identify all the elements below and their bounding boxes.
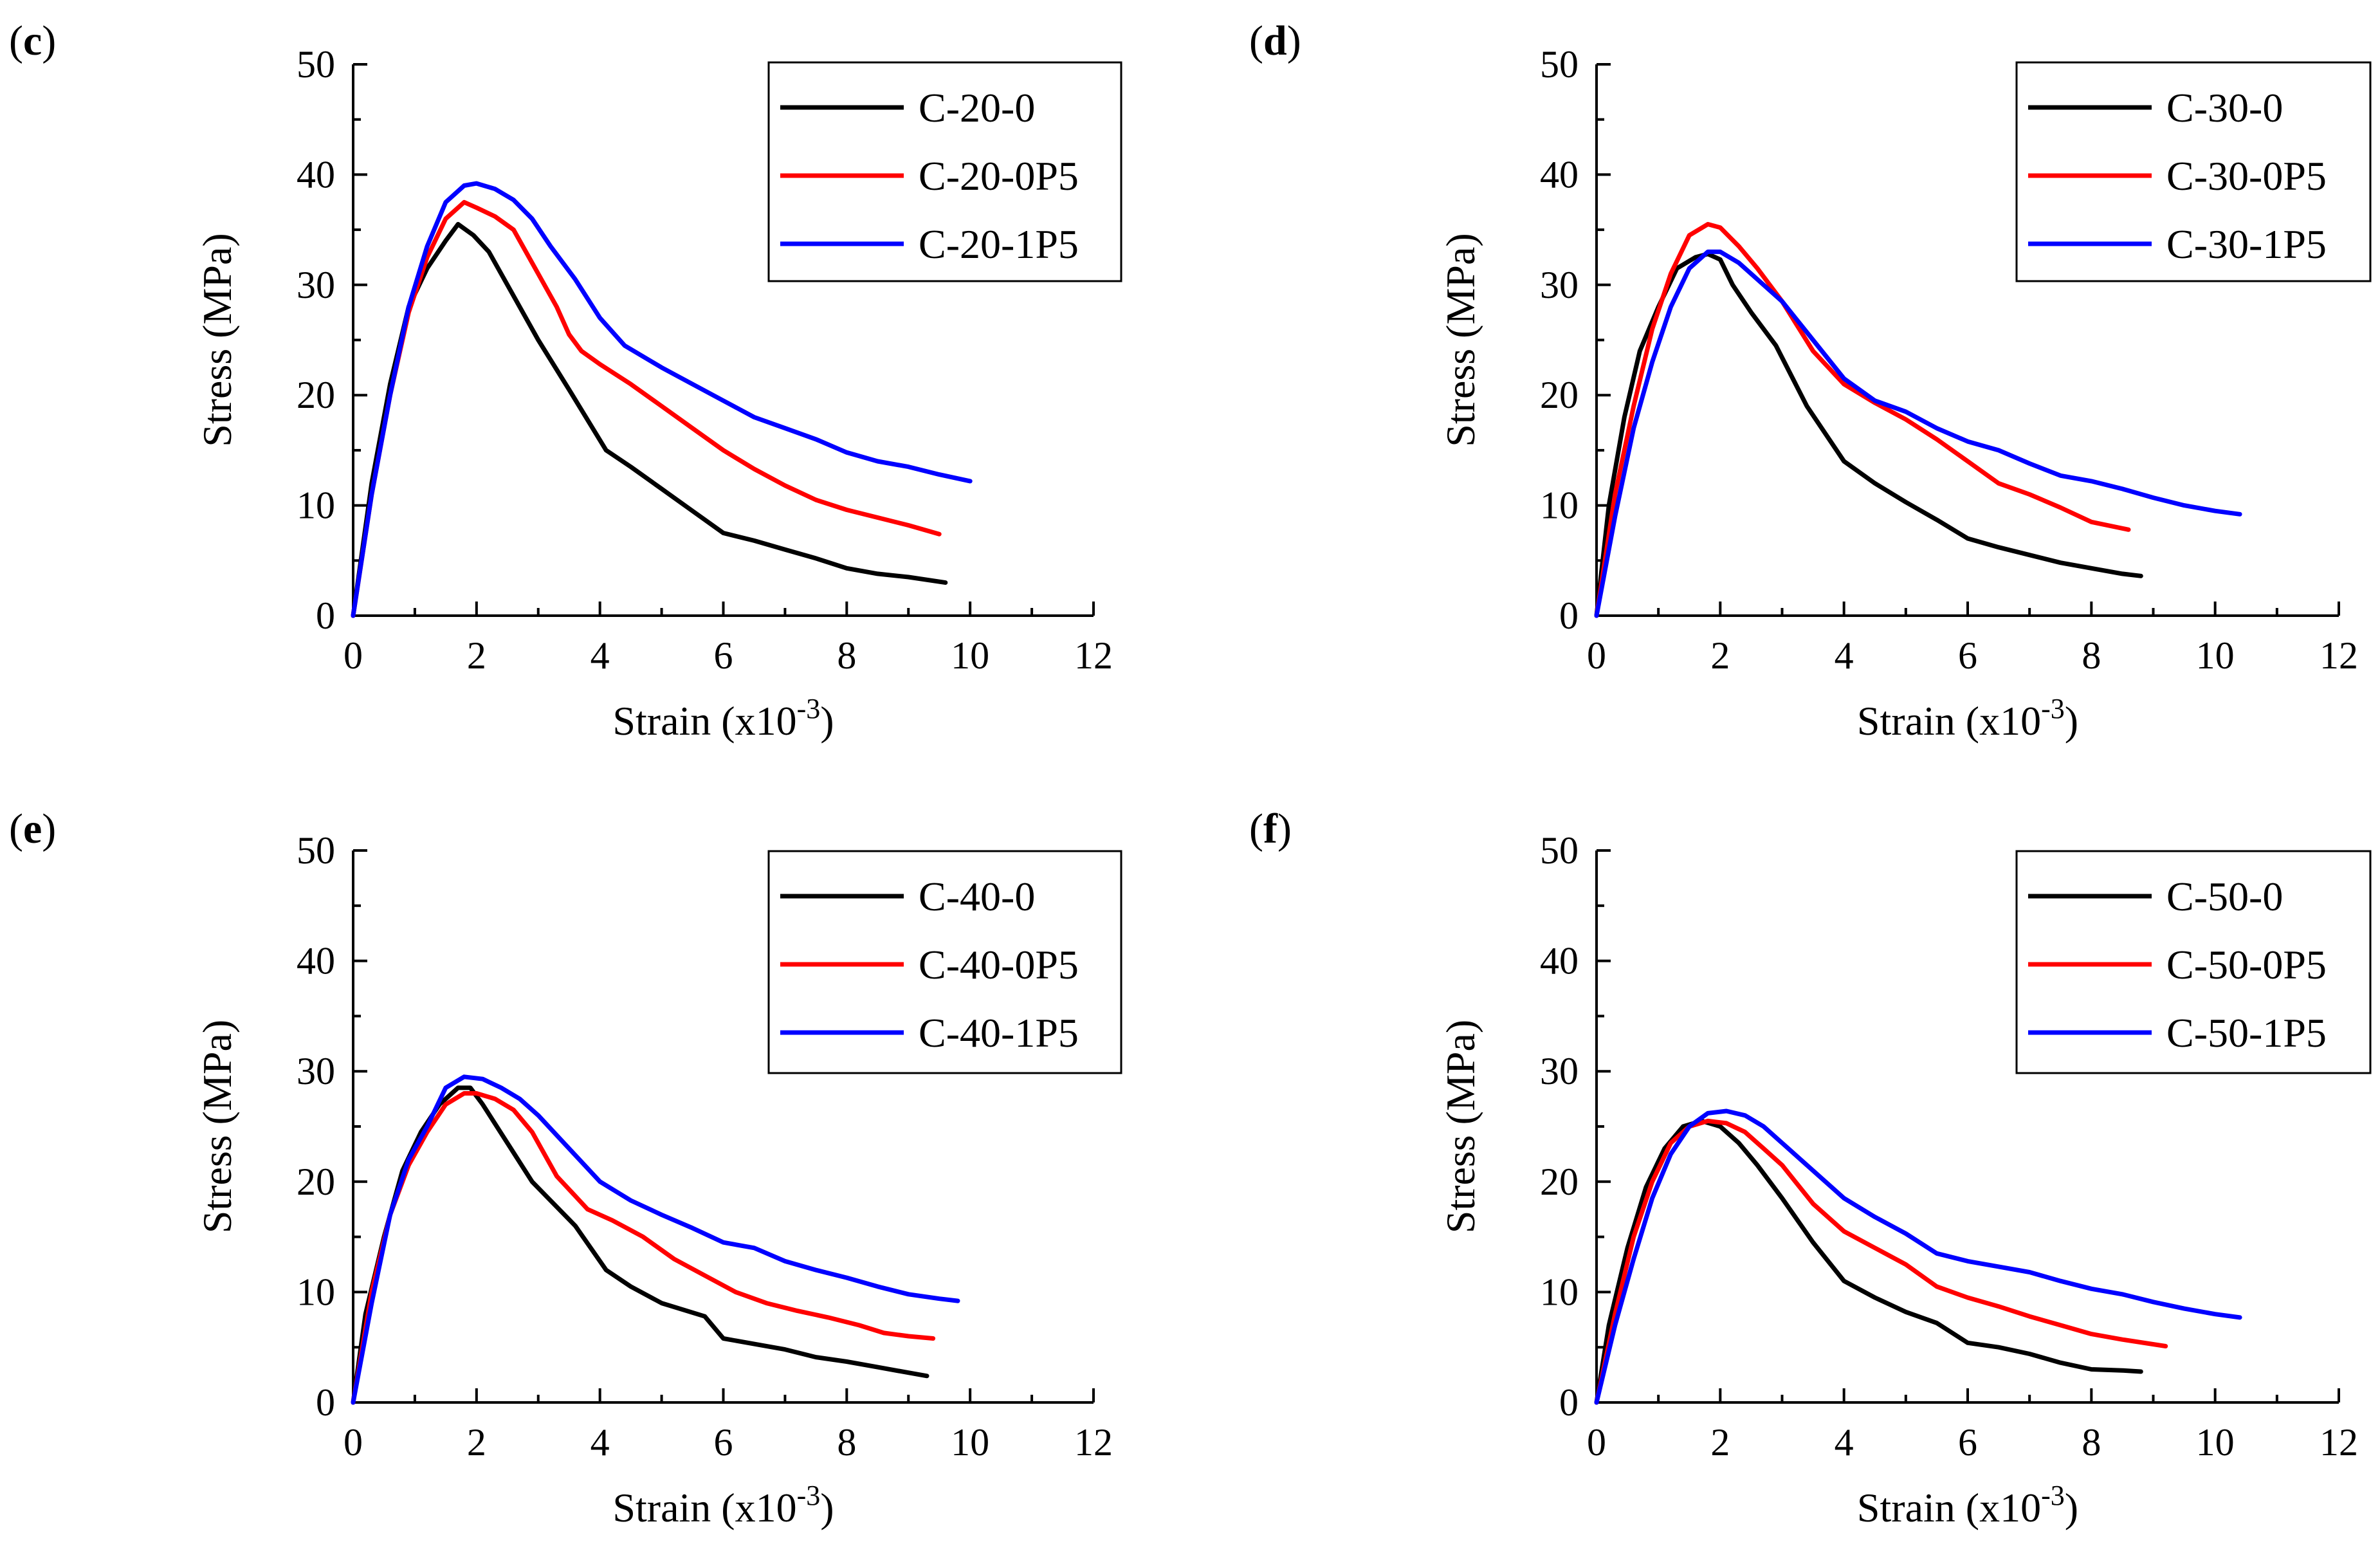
- x-tick-label: 2: [467, 1421, 486, 1464]
- x-tick-label: 12: [2320, 634, 2358, 677]
- y-tick-label: 40: [297, 940, 335, 982]
- y-tick-label: 30: [297, 1050, 335, 1092]
- y-tick-label: 10: [297, 484, 335, 527]
- x-tick-label: 0: [1587, 634, 1606, 677]
- series-line-C-40-1P5: [351, 1074, 960, 1405]
- y-axis-label: Stress (MPa): [1438, 233, 1483, 446]
- y-tick-label: 40: [1540, 940, 1579, 982]
- x-tick-label: 4: [1835, 1421, 1854, 1464]
- legend-label: C-40-0: [919, 874, 1035, 919]
- y-tick-label: 40: [1540, 153, 1579, 196]
- x-tick-label: 0: [1587, 1421, 1606, 1464]
- x-tick-label: 8: [2082, 1421, 2101, 1464]
- x-tick-label: 10: [951, 634, 989, 677]
- y-tick-label: 20: [1540, 374, 1579, 416]
- series-line-C-50-1P5: [1594, 1108, 2242, 1405]
- legend-label: C-50-0: [2166, 874, 2283, 919]
- legend-label: C-30-0P5: [2166, 153, 2327, 199]
- x-axis-label: Strain (x10-3): [1857, 693, 2078, 744]
- legend-label: C-30-0: [2166, 85, 2283, 131]
- y-axis-label: Stress (MPa): [1438, 1020, 1483, 1233]
- chart-panel-3: (f) 0 2 4 6 8 10 12 0 10 20 30 40 50 Strain (x10-3) Str…: [1249, 805, 2372, 1530]
- x-tick-label: 12: [2320, 1421, 2358, 1464]
- y-tick-label: 10: [1540, 1271, 1579, 1313]
- legend-label: C-20-1P5: [919, 221, 1079, 267]
- y-tick-label: 0: [1559, 594, 1579, 637]
- legend-label: C-20-0: [919, 85, 1035, 131]
- legend-label: C-50-1P5: [2166, 1010, 2327, 1056]
- x-tick-label: 8: [837, 1421, 856, 1464]
- x-tick-label: 6: [714, 634, 733, 677]
- y-tick-label: 10: [297, 1271, 335, 1313]
- y-axis-label: Stress (MPa): [194, 233, 240, 446]
- legend-label: C-40-0P5: [919, 942, 1079, 988]
- x-axis-label: Strain (x10-3): [612, 693, 834, 744]
- x-tick-label: 6: [1958, 634, 1977, 677]
- x-tick-label: 6: [1958, 1421, 1977, 1464]
- x-tick-label: 8: [837, 634, 856, 677]
- x-tick-label: 2: [1710, 634, 1730, 677]
- x-tick-label: 12: [1074, 634, 1113, 677]
- x-tick-label: 10: [2196, 1421, 2235, 1464]
- y-tick-label: 40: [297, 153, 335, 196]
- series-line-C-40-0P5: [351, 1091, 936, 1405]
- x-tick-label: 4: [1835, 634, 1854, 677]
- legend: C-20-0 C-20-0P5 C-20-1P5: [767, 61, 1122, 282]
- legend-label: C-50-0P5: [2166, 942, 2327, 988]
- x-tick-label: 8: [2082, 634, 2101, 677]
- x-tick-label: 4: [590, 634, 610, 677]
- y-tick-label: 20: [1540, 1161, 1579, 1203]
- y-tick-label: 0: [316, 594, 335, 637]
- y-tick-label: 20: [297, 374, 335, 416]
- legend: C-50-0 C-50-0P5 C-50-1P5: [2015, 850, 2372, 1074]
- x-tick-label: 0: [343, 1421, 363, 1464]
- y-tick-label: 50: [1540, 829, 1579, 872]
- x-tick-label: 0: [343, 634, 363, 677]
- series-line-C-20-1P5: [351, 181, 973, 618]
- series-line-C-20-0: [351, 222, 948, 618]
- series-line-C-30-0P5: [1594, 222, 2131, 618]
- chart-panel-2: (e) 0 2 4 6 8 10 12 0 10 20 30 40 50 Strain (x10-3) Str…: [9, 805, 1122, 1530]
- y-tick-label: 30: [297, 264, 335, 306]
- y-tick-label: 50: [297, 829, 335, 872]
- panel-label: (c): [9, 17, 56, 64]
- panel-label: (d): [1249, 17, 1301, 64]
- legend: C-40-0 C-40-0P5 C-40-1P5: [767, 850, 1122, 1074]
- series-line-C-50-0: [1594, 1118, 2143, 1405]
- x-axis-label: Strain (x10-3): [1857, 1480, 2078, 1530]
- legend-label: C-20-0P5: [919, 153, 1079, 199]
- legend-label: C-30-1P5: [2166, 221, 2327, 267]
- x-tick-label: 12: [1074, 1421, 1113, 1464]
- series-line-C-20-0P5: [351, 199, 942, 618]
- x-tick-label: 6: [714, 1421, 733, 1464]
- y-tick-label: 50: [297, 43, 335, 86]
- panel-label: (f): [1249, 805, 1292, 852]
- x-axis-label: Strain (x10-3): [612, 1480, 834, 1530]
- chart-panel-1: (d) 0 2 4 6 8 10 12 0 10 20 30 40 50 Strain (x10-3) Str…: [1249, 17, 2372, 744]
- x-tick-label: 4: [590, 1421, 610, 1464]
- y-tick-label: 10: [1540, 484, 1579, 527]
- y-tick-label: 0: [316, 1381, 335, 1424]
- y-tick-label: 30: [1540, 264, 1579, 306]
- y-axis-label: Stress (MPa): [194, 1020, 240, 1233]
- series-line-C-30-1P5: [1594, 249, 2242, 618]
- x-tick-label: 2: [467, 634, 486, 677]
- series-line-C-50-0P5: [1594, 1118, 2168, 1405]
- y-tick-label: 30: [1540, 1050, 1579, 1092]
- y-tick-label: 20: [297, 1161, 335, 1203]
- x-tick-label: 10: [2196, 634, 2235, 677]
- x-tick-label: 10: [951, 1421, 989, 1464]
- x-tick-label: 2: [1710, 1421, 1730, 1464]
- panel-label: (e): [9, 805, 56, 852]
- chart-panel-0: (c) 0 2 4 6 8 10 12 0 10 20 30 40 50 Strain (x10-3) Str…: [9, 17, 1122, 744]
- series-line-C-40-0: [351, 1085, 929, 1405]
- y-tick-label: 0: [1559, 1381, 1579, 1424]
- legend: C-30-0 C-30-0P5 C-30-1P5: [2015, 61, 2372, 282]
- y-tick-label: 50: [1540, 43, 1579, 86]
- legend-label: C-40-1P5: [919, 1010, 1079, 1056]
- series-line-C-30-0: [1594, 252, 2143, 618]
